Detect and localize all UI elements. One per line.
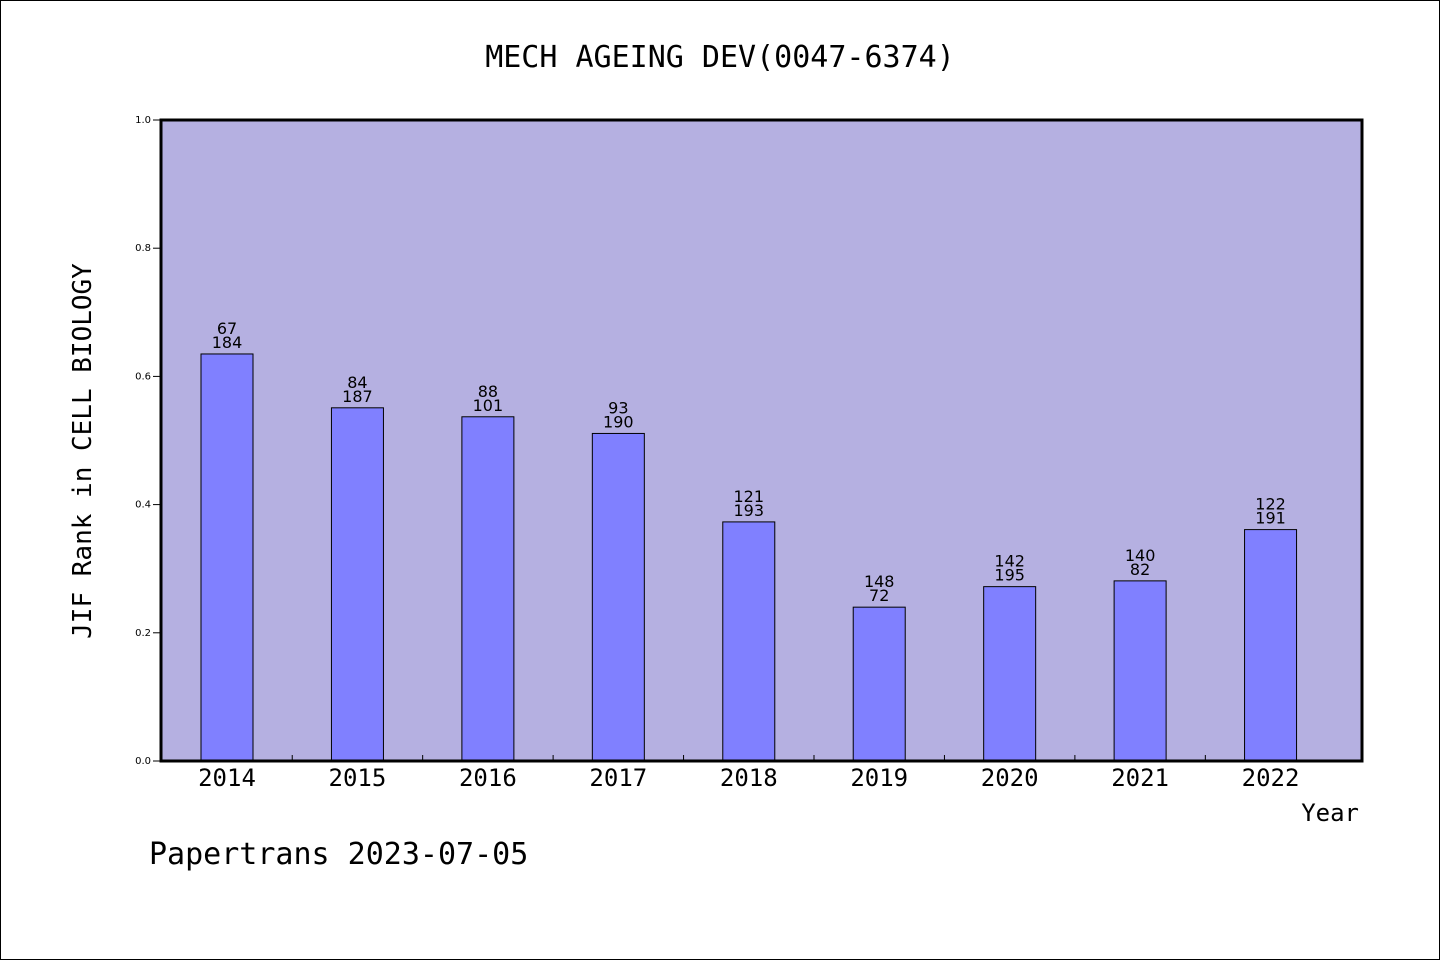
data-label-bottom-2015: 187: [342, 387, 373, 406]
x-tick-label-2014: 2014: [198, 764, 256, 792]
y-tick-label: 0.8: [135, 243, 151, 254]
bar-2018: [722, 521, 776, 762]
chart-title: MECH AGEING DEV(0047-6374): [485, 40, 955, 75]
data-label-bottom-2018: 193: [734, 501, 765, 520]
data-label-top-2022: 122: [1255, 495, 1286, 514]
x-tick-label-2019: 2019: [850, 764, 908, 792]
x-tick-label-2022: 2022: [1242, 764, 1300, 792]
y-axis: 0.0 0.2 0.4 0.6 0.8 1.0: [135, 115, 161, 767]
data-label-bottom-2019: 72: [869, 586, 889, 605]
x-tick-label-2016: 2016: [459, 764, 517, 792]
x-tick-label-2021: 2021: [1111, 764, 1169, 792]
data-label-bottom-2020: 195: [994, 566, 1025, 585]
data-label-top-2018: 121: [734, 487, 765, 506]
data-label-top-2017: 93: [608, 398, 628, 417]
bar-2020: [983, 586, 1037, 762]
data-label-top-2015: 84: [347, 373, 367, 392]
bar-2021: [1113, 580, 1167, 762]
x-tick-label-2018: 2018: [720, 764, 778, 792]
y-tick-label: 0.0: [135, 756, 151, 767]
y-tick-label: 1.0: [135, 115, 151, 126]
x-axis: 2014 2015 2016 2017 2018 2019 2020 2021 2022: [198, 755, 1299, 792]
bar-2017: [591, 432, 645, 762]
bars-group: [200, 353, 1298, 762]
y-tick-label: 0.6: [135, 371, 151, 382]
data-label-bottom-2014: 184: [212, 333, 243, 352]
plot-border: [159, 118, 1364, 763]
data-label-top-2016: 88: [478, 382, 498, 401]
data-label-bottom-2022: 191: [1255, 509, 1286, 528]
x-tick-label-2017: 2017: [589, 764, 647, 792]
bar-2019: [852, 606, 906, 762]
data-label-bottom-2021: 82: [1130, 560, 1150, 579]
bar-2016: [461, 416, 515, 762]
data-label-top-2020: 142: [994, 552, 1025, 571]
bar-2022: [1244, 529, 1298, 762]
footer-text: Papertrans 2023-07-05: [149, 837, 528, 872]
y-tick-label: 0.4: [135, 500, 151, 511]
x-axis-label: Year: [1301, 799, 1359, 827]
bar-2015: [330, 407, 384, 762]
data-label-top-2014: 67: [217, 319, 237, 338]
data-label-bottom-2017: 190: [603, 412, 634, 431]
data-label-top-2021: 140: [1125, 546, 1156, 565]
x-tick-label-2020: 2020: [981, 764, 1039, 792]
data-label-bottom-2016: 101: [473, 396, 504, 415]
y-tick-label: 0.2: [135, 628, 151, 639]
bar-2014: [200, 353, 254, 762]
data-label-top-2019: 148: [864, 572, 895, 591]
x-tick-label-2015: 2015: [329, 764, 387, 792]
y-axis-label: JIF Rank in CELL BIOLOGY: [68, 263, 98, 639]
